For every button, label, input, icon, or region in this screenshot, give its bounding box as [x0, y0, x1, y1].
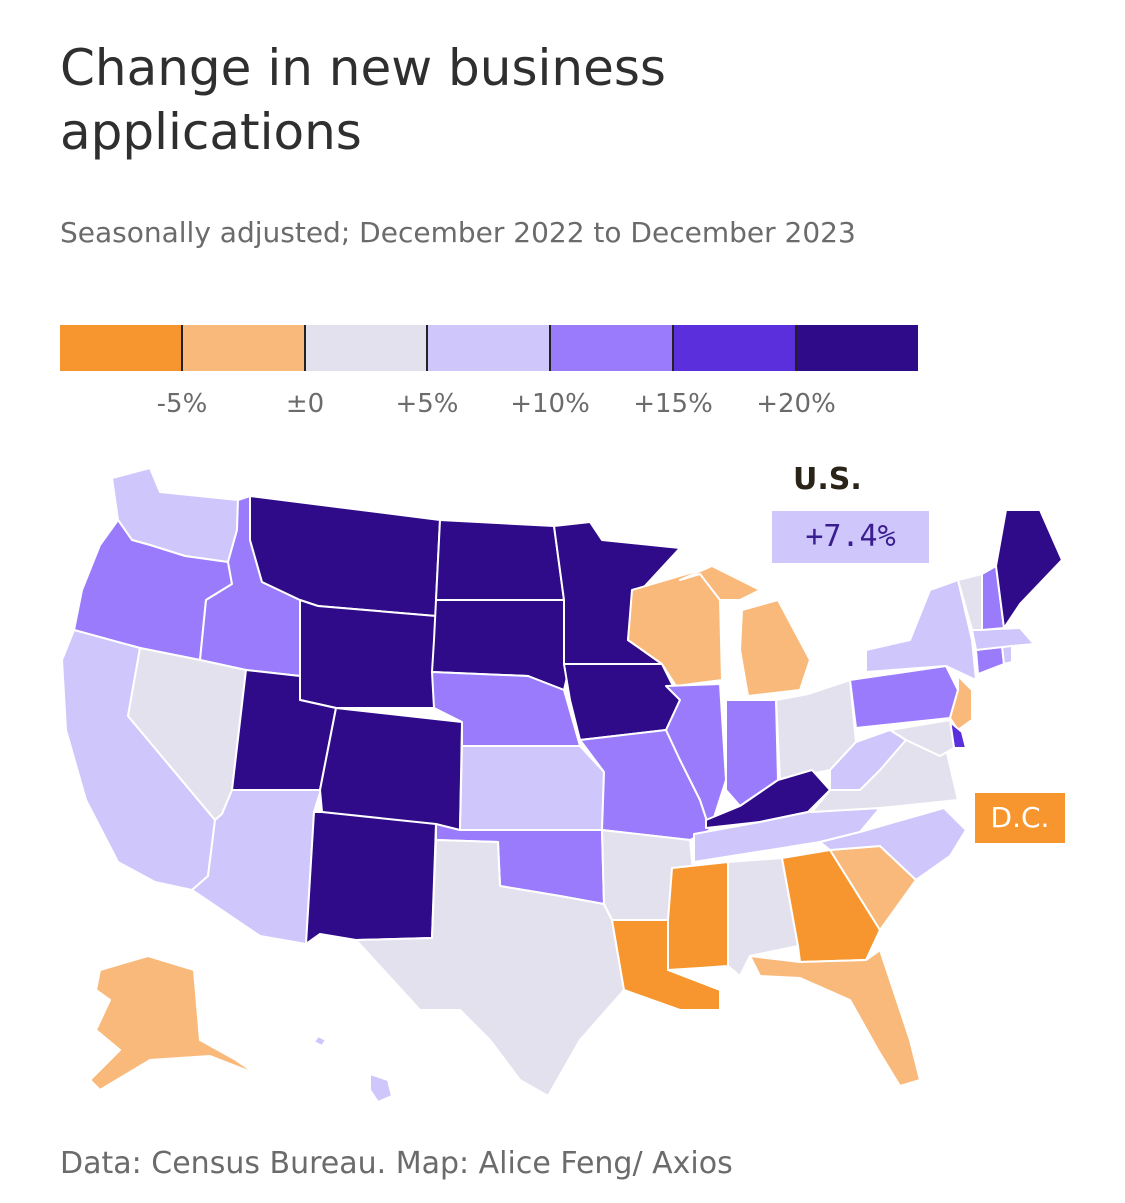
state-WY: [299, 599, 437, 709]
source-credit: Data: Census Bureau. Map: Alice Feng/ Ax…: [60, 1146, 733, 1181]
state-NC: [819, 807, 967, 881]
state-MD: [889, 719, 955, 757]
legend-tick: [795, 325, 797, 371]
state-PA: [849, 665, 959, 729]
state-HI: [369, 1073, 393, 1103]
legend-label: -5%: [156, 389, 208, 419]
legend-bin-4: [550, 325, 673, 371]
state-TN: [693, 807, 881, 863]
state-IL: [665, 683, 727, 831]
dc-callout: D.C.: [975, 793, 1065, 843]
state-MA: [971, 627, 1035, 651]
state-NM: [305, 811, 437, 945]
state-NY: [865, 579, 977, 681]
legend-bin-2: [305, 325, 428, 371]
state-MI: [739, 599, 811, 697]
state-HI-islands: [313, 1035, 327, 1047]
state-IA: [563, 663, 681, 741]
us-value-badge: +7.4%: [772, 511, 929, 563]
map-title: Change in new business applications: [60, 39, 666, 161]
state-KS: [459, 745, 605, 831]
state-ME: [995, 509, 1063, 629]
state-AK: [89, 955, 257, 1091]
legend-tick: [426, 325, 428, 371]
map-subtitle: Seasonally adjusted; December 2022 to De…: [60, 216, 856, 249]
legend-label: ±0: [285, 389, 325, 419]
state-FL: [749, 949, 921, 1087]
us-choropleth-map: [0, 455, 1125, 1115]
state-MS: [667, 861, 729, 971]
legend-tick: [549, 325, 551, 371]
legend-tick: [304, 325, 306, 371]
legend-bin-5: [672, 325, 796, 371]
legend-bin-0: [60, 325, 183, 371]
state-CO: [319, 707, 463, 831]
legend-label: +20%: [756, 389, 836, 419]
legend-tick: [181, 325, 183, 371]
legend-label: +10%: [510, 389, 590, 419]
legend-bin-3: [427, 325, 551, 371]
legend-tick: [672, 325, 674, 371]
us-label: U.S.: [793, 462, 862, 497]
legend-bin-1: [182, 325, 306, 371]
state-MI-upper: [679, 565, 761, 601]
legend-bin-6: [795, 325, 919, 371]
state-RI: [1001, 645, 1013, 665]
state-ND: [435, 519, 565, 601]
state-TX: [355, 839, 625, 1097]
legend-label: +15%: [633, 389, 713, 419]
legend-label: +5%: [395, 389, 459, 419]
color-legend: -5% ±0 +5% +10% +15% +20%: [60, 325, 919, 419]
